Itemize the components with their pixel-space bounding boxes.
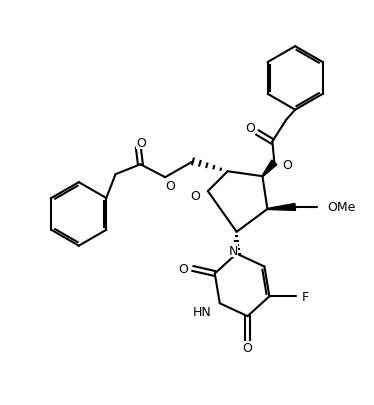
Text: O: O: [243, 341, 252, 354]
Text: F: F: [302, 290, 309, 303]
Text: OMe: OMe: [327, 201, 355, 214]
Text: O: O: [178, 262, 188, 275]
Text: HN: HN: [193, 305, 212, 318]
Text: O: O: [282, 158, 292, 171]
Text: O: O: [190, 189, 200, 202]
Polygon shape: [267, 204, 295, 211]
Text: O: O: [165, 179, 175, 192]
Text: O: O: [246, 122, 255, 135]
Text: N: N: [229, 245, 238, 258]
Text: O: O: [137, 136, 146, 149]
Polygon shape: [262, 161, 277, 177]
